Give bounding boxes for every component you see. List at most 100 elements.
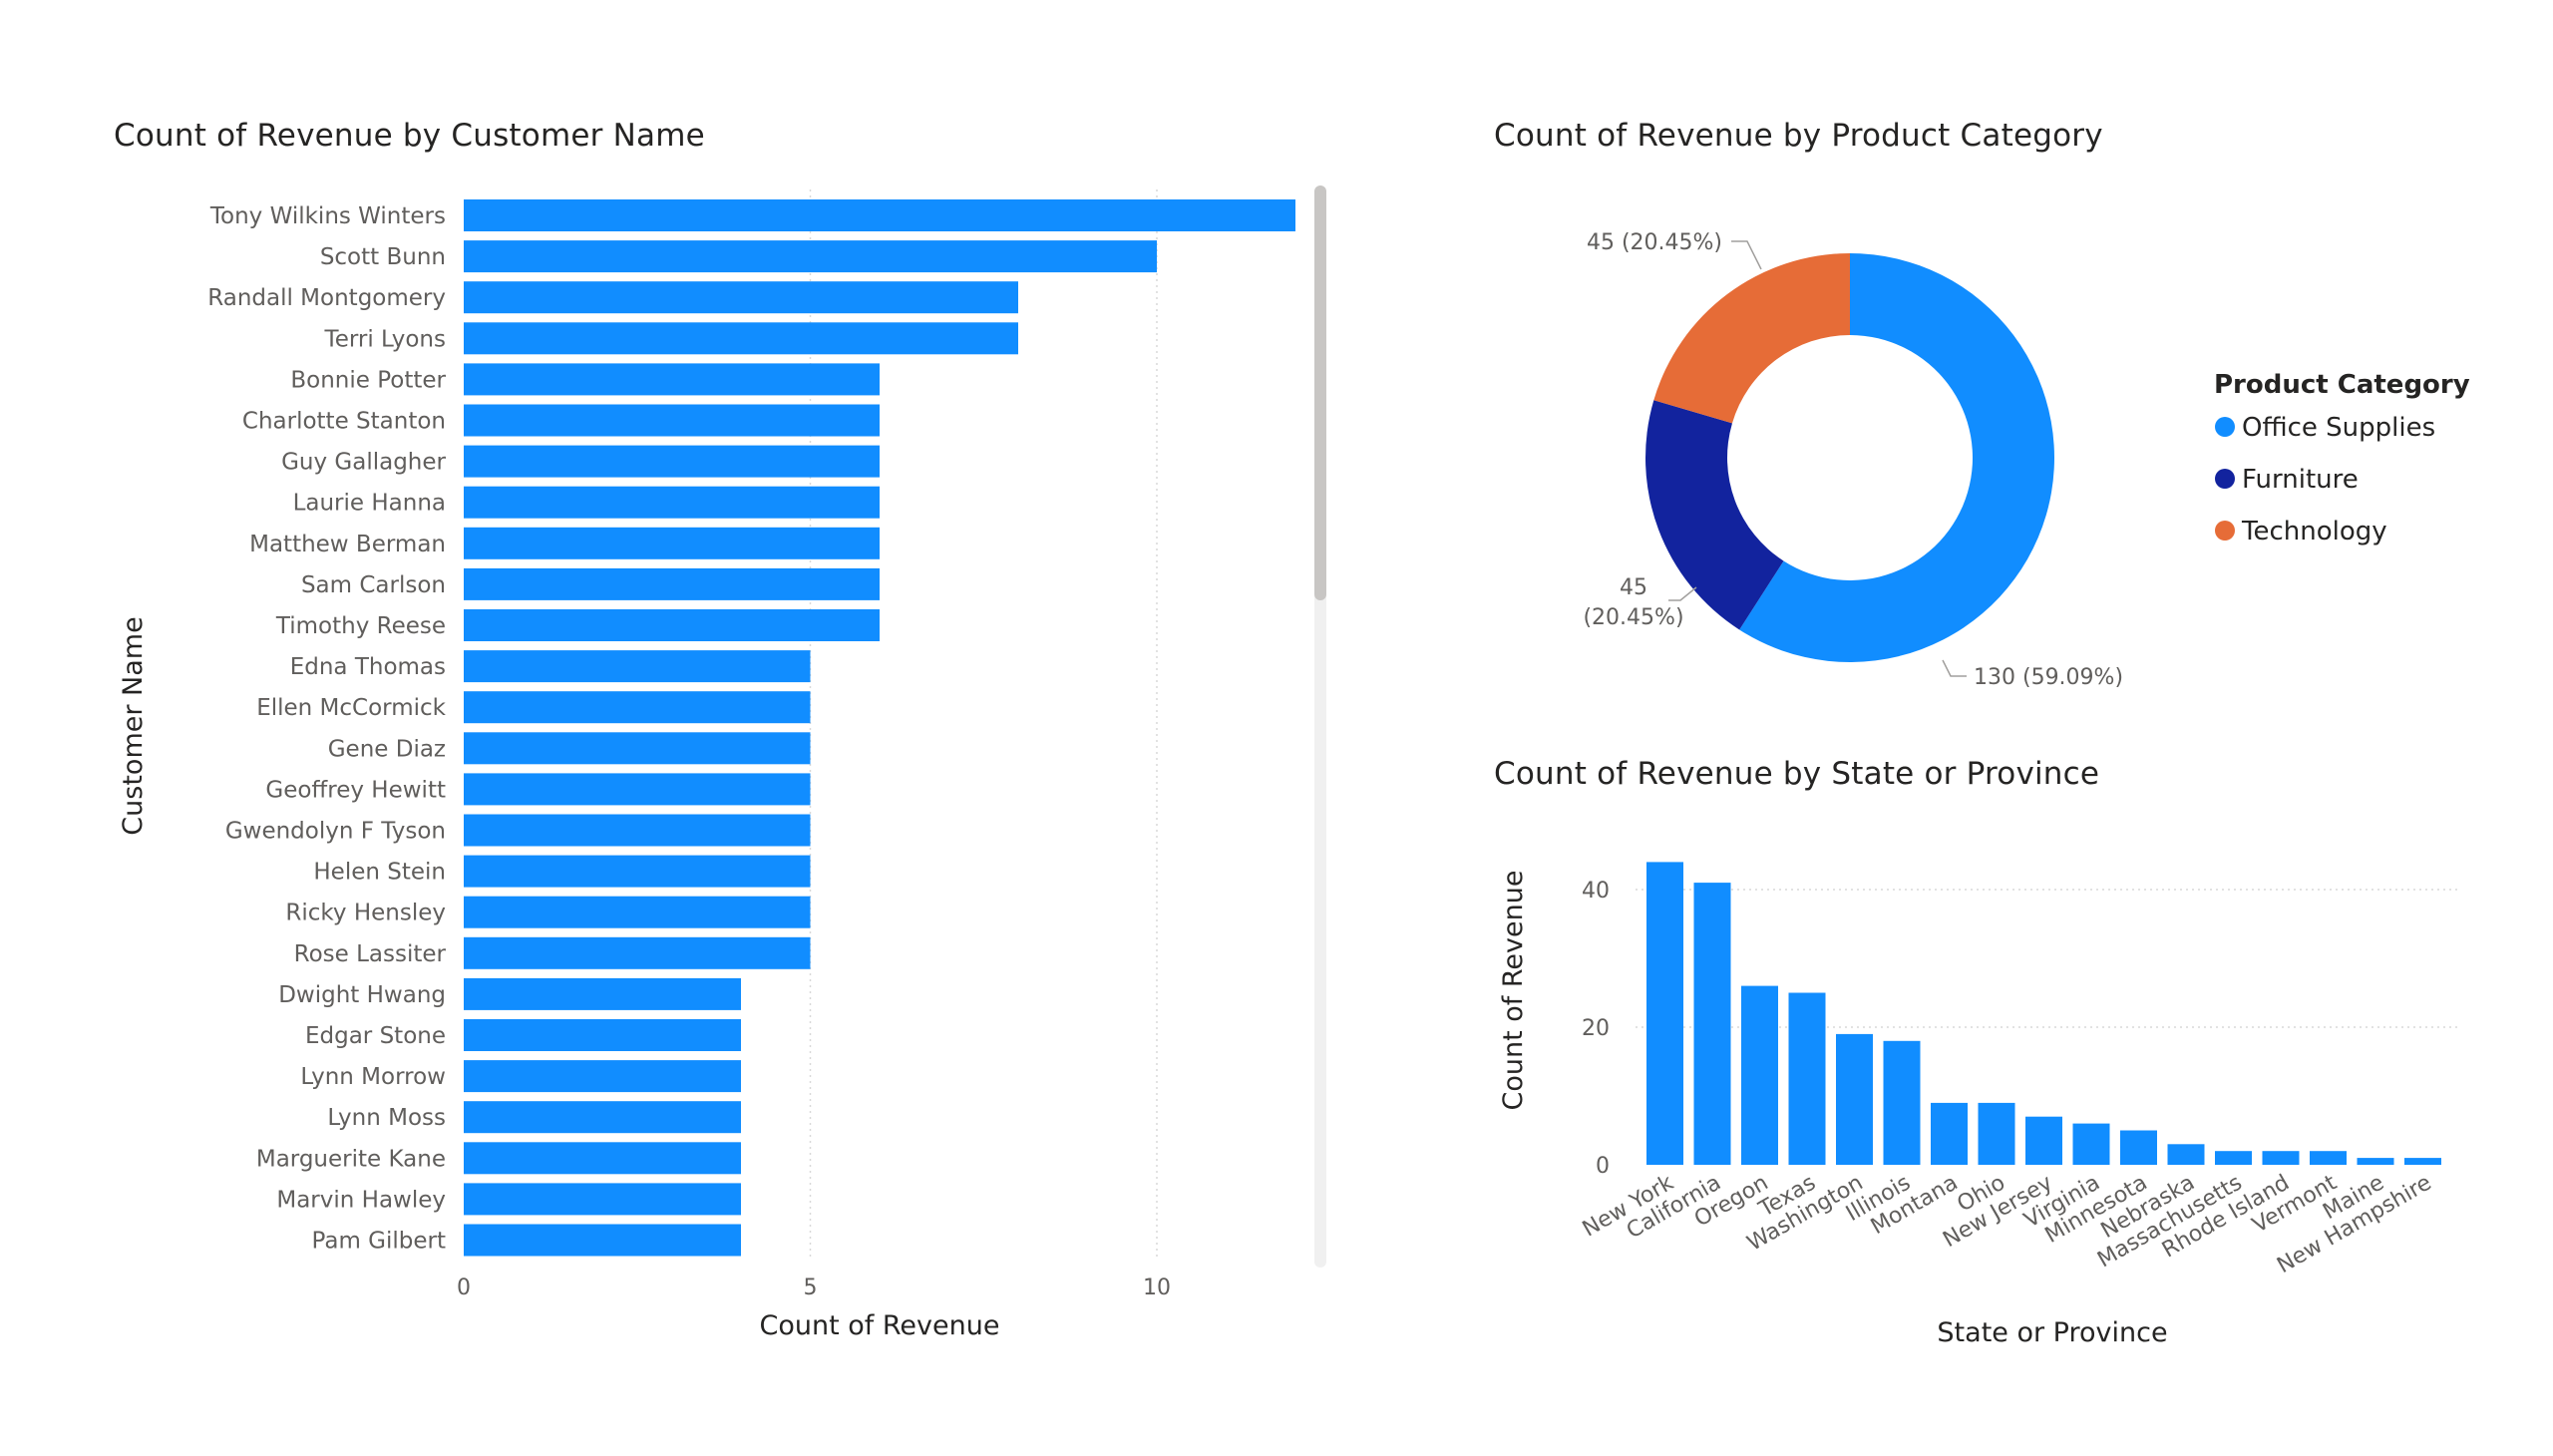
category-chart-title: Count of Revenue by Product Category (1494, 118, 2103, 154)
bar[interactable] (1741, 985, 1778, 1165)
y-tick-label: Tony Wilkins Winters (209, 203, 446, 229)
bar[interactable] (464, 936, 811, 969)
y-tick-label: Lynn Moss (327, 1105, 446, 1131)
bar[interactable] (464, 855, 811, 888)
x-axis-label: Count of Revenue (760, 1310, 1000, 1341)
y-tick-label: Ricky Hensley (285, 901, 446, 926)
x-tick-label: 0 (457, 1275, 471, 1300)
bar[interactable] (1883, 1040, 1921, 1165)
bar[interactable] (2310, 1151, 2347, 1165)
donut-slice[interactable] (1739, 253, 2054, 662)
bar[interactable] (464, 281, 1018, 314)
donut-slice[interactable] (1653, 253, 1850, 424)
bar[interactable] (2215, 1151, 2252, 1165)
bar[interactable] (464, 527, 880, 559)
bar[interactable] (1978, 1102, 2015, 1165)
bar[interactable] (2404, 1158, 2441, 1165)
bar[interactable] (2167, 1144, 2205, 1165)
legend-marker (2215, 521, 2235, 541)
bar[interactable] (1836, 1033, 1873, 1165)
y-tick-label: 0 (1596, 1154, 1610, 1179)
bar[interactable] (464, 1224, 741, 1257)
bar[interactable] (464, 445, 880, 478)
bar[interactable] (464, 404, 880, 437)
y-tick-label: Geoffrey Hewitt (265, 777, 446, 803)
bar[interactable] (464, 732, 811, 765)
bar[interactable] (464, 567, 880, 600)
bar[interactable] (464, 363, 880, 396)
customer-visual: Count of Revenue by Customer Name Tony W… (114, 118, 1336, 1364)
bar[interactable] (464, 650, 811, 683)
bar[interactable] (464, 773, 811, 806)
y-tick-label: Matthew Berman (249, 532, 446, 557)
y-tick-label: Ellen McCormick (256, 695, 446, 721)
y-axis-label: Customer Name (118, 616, 149, 835)
state-chart-title: Count of Revenue by State or Province (1494, 756, 2100, 792)
legend-marker (2215, 469, 2235, 489)
bar[interactable] (464, 1142, 741, 1175)
y-tick-label: Marvin Hawley (276, 1187, 446, 1213)
category-donut-chart: 130 (59.09%) 45 (20.45%) 45 (20.45%) Product… (1583, 230, 2470, 690)
bar[interactable] (464, 240, 1157, 273)
y-tick-label: Charlotte Stanton (242, 409, 446, 435)
y-tick-label: Sam Carlson (301, 572, 446, 598)
legend-item: Office Supplies (2242, 413, 2435, 443)
y-tick-label: Laurie Hanna (293, 491, 446, 517)
y-tick-label: Edna Thomas (290, 654, 446, 680)
bar[interactable] (464, 609, 880, 641)
y-tick-label: Pam Gilbert (312, 1229, 446, 1255)
bar[interactable] (464, 486, 880, 519)
y-tick-label: 40 (1582, 879, 1610, 904)
bar[interactable] (2072, 1123, 2110, 1165)
bar[interactable] (1931, 1102, 1968, 1165)
bar[interactable] (464, 691, 811, 724)
bar[interactable] (2120, 1130, 2157, 1166)
y-tick-label: Timothy Reese (275, 613, 446, 639)
bar[interactable] (464, 1101, 741, 1134)
bar[interactable] (2262, 1151, 2300, 1165)
y-tick-label: Marguerite Kane (256, 1146, 446, 1172)
bar[interactable] (1693, 883, 1731, 1165)
bar[interactable] (464, 977, 741, 1010)
bar[interactable] (1788, 992, 1826, 1166)
leader-line (1668, 586, 1697, 601)
x-tick-label: 5 (804, 1275, 818, 1300)
bar[interactable] (464, 322, 1018, 355)
customer-bar-chart: Tony Wilkins Winters Scott Bunn Randall Mo… (118, 185, 1326, 1341)
y-tick-label: Dwight Hwang (278, 982, 446, 1008)
leader-line (1731, 240, 1762, 270)
y-tick-label: Helen Stein (313, 860, 446, 886)
bar[interactable] (464, 1060, 741, 1093)
bar[interactable] (464, 1183, 741, 1216)
y-tick-label: 20 (1582, 1016, 1610, 1041)
legend-title: Product Category (2214, 370, 2470, 400)
x-tick-label: 10 (1143, 1275, 1171, 1300)
y-tick-label: Gene Diaz (328, 736, 446, 762)
category-visual: Count of Revenue by Product Category 130… (1494, 118, 2491, 716)
y-tick-label: Scott Bunn (320, 244, 446, 270)
x-axis-label: State or Province (1937, 1317, 2167, 1348)
y-tick-label: Lynn Morrow (300, 1064, 446, 1090)
bar[interactable] (464, 199, 1295, 231)
data-label: 130 (59.09%) (1974, 665, 2123, 690)
bar[interactable] (1646, 862, 1683, 1165)
y-tick-label: Gwendolyn F Tyson (225, 819, 446, 845)
bar[interactable] (2025, 1116, 2062, 1165)
y-tick-label: Bonnie Potter (290, 367, 446, 393)
legend-item: Technology (2241, 517, 2387, 546)
donut-slice[interactable] (1645, 400, 1784, 630)
data-label: (20.45%) (1583, 605, 1683, 630)
bar[interactable] (464, 1019, 741, 1051)
bar[interactable] (464, 814, 811, 847)
bar[interactable] (2357, 1158, 2394, 1165)
y-tick-label: Edgar Stone (305, 1023, 446, 1049)
y-tick-label: Terri Lyons (324, 326, 446, 352)
bar[interactable] (464, 896, 811, 928)
y-axis-label: Count of Revenue (1498, 871, 1529, 1111)
data-label: 45 (20.45%) (1587, 230, 1722, 255)
leader-line (1942, 659, 1967, 677)
scrollbar-thumb[interactable] (1314, 185, 1326, 600)
y-tick-label: Guy Gallagher (281, 450, 446, 476)
state-visual: Count of Revenue by State or Province 0 2… (1494, 756, 2491, 1364)
